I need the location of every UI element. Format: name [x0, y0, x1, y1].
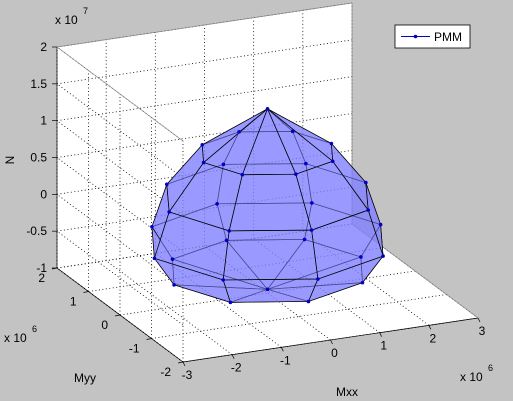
tick-mark — [146, 338, 152, 340]
tick-mark — [114, 314, 121, 317]
tick-mark — [330, 339, 333, 345]
vertex-marker — [221, 162, 226, 167]
grid-line — [151, 294, 447, 339]
y-tick-label: -2 — [160, 365, 171, 379]
box-edge — [56, 46, 184, 142]
surface — [150, 107, 385, 305]
x-axis-line — [182, 317, 479, 363]
tick-mark — [177, 361, 184, 364]
vertex-marker — [200, 143, 205, 147]
vertex-marker — [224, 238, 229, 243]
z-exponent-power: 7 — [83, 6, 88, 16]
y-tick-label: 2 — [38, 271, 45, 285]
tick-mark — [83, 291, 89, 293]
grid-line — [56, 113, 353, 158]
vertex-marker — [294, 172, 298, 176]
vertex-marker — [329, 141, 334, 146]
vertex-marker — [150, 224, 154, 229]
vertex-marker — [221, 278, 225, 282]
box-edge — [56, 2, 353, 48]
vertex-marker — [364, 180, 368, 185]
vertex-marker — [152, 256, 157, 261]
y-axis-label: Myy — [74, 371, 96, 385]
z-tick-label: -1 — [36, 261, 47, 275]
vertex-marker — [164, 182, 169, 187]
vertex-marker — [265, 107, 270, 111]
vertex-marker — [310, 201, 314, 205]
vertex-marker — [228, 300, 233, 305]
tick-mark — [281, 347, 284, 352]
vertex-marker — [265, 287, 270, 292]
x-exponent-power: 6 — [488, 363, 493, 373]
surface-face — [222, 278, 319, 303]
tick-mark — [182, 361, 186, 367]
vertex-marker — [304, 161, 308, 166]
x-tick-label: 3 — [479, 324, 486, 338]
vertex-marker — [215, 202, 219, 206]
vertex-marker — [359, 255, 363, 259]
x-tick-label: 2 — [429, 331, 436, 345]
tick-mark — [428, 325, 432, 330]
vertex-marker — [201, 160, 206, 165]
y-tick-label: 0 — [101, 318, 108, 332]
x-tick-label: -3 — [182, 368, 193, 382]
vertex-marker — [240, 172, 245, 177]
legend-box — [394, 24, 471, 49]
axis-labels: N Myy Mxx x 10 7 x 10 6 x 10 6 — [3, 6, 493, 399]
z-tick-label: 0.5 — [30, 151, 47, 165]
vertex-marker — [302, 237, 307, 242]
x-tick-label: -1 — [280, 353, 291, 367]
y-tick-label: -1 — [129, 342, 140, 356]
tick-mark — [477, 317, 481, 323]
x-tick-label: 0 — [331, 346, 338, 360]
vertex-marker — [167, 210, 171, 214]
z-tick-label: 0 — [40, 187, 47, 201]
legend: PMM — [394, 24, 471, 49]
tick-mark — [231, 354, 235, 359]
vertex-marker — [237, 130, 241, 134]
grid-line — [56, 39, 353, 85]
vertex-marker — [290, 129, 295, 134]
z-exponent: x 10 — [55, 13, 78, 27]
vertex-marker — [227, 229, 231, 233]
z-tick-label: 1 — [40, 114, 47, 128]
legend-marker — [413, 34, 418, 39]
vertex-marker — [170, 257, 175, 261]
y-axis-line — [56, 267, 184, 363]
vertex-marker — [366, 208, 371, 212]
surface-face — [222, 229, 319, 281]
axis-plane — [57, 47, 183, 362]
x-tick-label: -2 — [231, 361, 242, 375]
vertex-marker — [378, 222, 383, 227]
z-tick-label: 1.5 — [30, 77, 47, 91]
legend-label: PMM — [434, 30, 462, 44]
vertex-marker — [381, 254, 385, 258]
vertex-marker — [309, 228, 314, 232]
vertex-marker — [306, 299, 311, 304]
y-exponent-power: 6 — [32, 324, 37, 334]
y-exponent: x 10 — [4, 331, 27, 345]
z-tick-label: 2 — [40, 40, 47, 54]
x-exponent: x 10 — [460, 370, 483, 384]
y-tick-label: 1 — [70, 295, 77, 309]
vertex-marker — [172, 283, 176, 287]
tick-mark — [379, 332, 382, 337]
vertex-marker — [330, 159, 335, 164]
x-axis-label: Mxx — [336, 385, 358, 399]
grid-line — [56, 76, 353, 122]
vertex-marker — [316, 277, 320, 281]
x-tick-label: 1 — [380, 339, 387, 353]
vertex-marker — [360, 280, 365, 285]
z-axis-label: N — [3, 156, 17, 165]
z-tick-label: -0.5 — [26, 224, 47, 238]
